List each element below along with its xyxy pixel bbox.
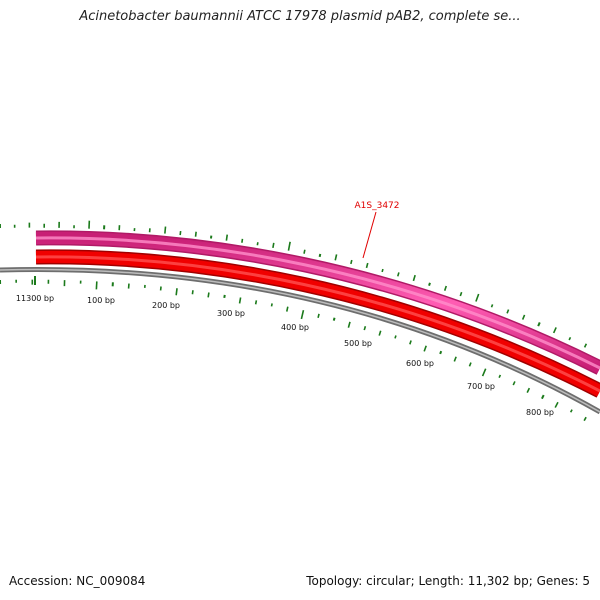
scale-axis: 11300 bp 100 bp 200 bp 300 bp 400 bp 500… <box>16 276 554 417</box>
gc-tick <box>468 362 472 367</box>
gc-tick <box>164 226 167 234</box>
gc-tick <box>254 300 258 305</box>
gc-content-ticks <box>0 220 588 422</box>
map-title: Acinetobacter baumannii ATCC 17978 plasm… <box>79 9 521 24</box>
gc-tick <box>475 293 480 302</box>
outer-gene-track-highlight <box>35 236 600 370</box>
gc-tick <box>443 285 448 291</box>
gc-tick <box>439 350 443 355</box>
gc-tick <box>347 321 351 328</box>
scale-label-600: 600 bp <box>406 359 434 368</box>
inner-gene-track-highlight <box>35 255 600 393</box>
gc-tick <box>506 309 510 314</box>
scale-label-800: 800 bp <box>526 408 554 417</box>
scale-label-300: 300 bp <box>217 309 245 318</box>
gc-tick <box>238 297 242 304</box>
scale-label-200: 200 bp <box>152 301 180 310</box>
gc-tick <box>554 401 559 408</box>
gc-tick <box>317 313 320 318</box>
gc-tick <box>397 272 400 277</box>
gc-tick <box>459 291 463 297</box>
gc-tick <box>428 282 431 286</box>
gc-tick <box>381 268 384 273</box>
gc-tick <box>191 290 194 295</box>
gc-tick <box>583 343 588 348</box>
gc-tick <box>568 336 572 341</box>
gc-tick <box>453 356 457 362</box>
scale-label-100: 100 bp <box>87 296 115 305</box>
scale-label-500: 500 bp <box>344 339 372 348</box>
gc-tick <box>194 231 197 237</box>
gc-tick <box>541 394 545 400</box>
gc-tick <box>285 306 289 312</box>
gc-tick <box>481 368 487 377</box>
backbone-highlight <box>0 268 600 413</box>
gc-tick <box>318 253 322 258</box>
scale-label-400: 400 bp <box>281 323 309 332</box>
gc-tick <box>521 314 526 320</box>
gene-label-a1s-3472[interactable]: A1S_3472 <box>355 201 400 211</box>
gc-tick <box>490 304 494 308</box>
scale-label-11300: 11300 bp <box>16 294 54 303</box>
gc-tick <box>394 335 397 339</box>
gc-tick <box>287 241 291 251</box>
gc-tick <box>365 262 369 269</box>
gc-tick <box>350 259 353 265</box>
gc-tick <box>270 303 273 307</box>
accession-text: Accession: NC_009084 <box>9 574 146 588</box>
gc-tick <box>272 242 275 248</box>
gc-tick <box>207 292 210 298</box>
gc-tick <box>512 381 516 386</box>
gc-tick <box>498 374 502 378</box>
gc-tick <box>363 326 367 331</box>
gc-tick <box>334 254 338 261</box>
summary-text: Topology: circular; Length: 11,302 bp; G… <box>306 574 590 588</box>
gc-tick <box>225 234 229 241</box>
gene-label-leader <box>362 211 377 259</box>
gc-tick <box>241 238 244 243</box>
gc-tick <box>412 274 416 282</box>
gc-tick <box>409 340 412 345</box>
gc-tick <box>526 387 531 393</box>
gc-tick <box>300 309 305 320</box>
gc-tick <box>569 409 573 413</box>
gc-tick <box>378 330 382 336</box>
gc-tick <box>175 288 178 296</box>
scale-label-700: 700 bp <box>467 382 495 391</box>
gc-tick <box>583 416 587 422</box>
gc-tick <box>537 322 541 327</box>
gc-tick <box>303 249 306 254</box>
gc-tick <box>552 327 557 334</box>
gc-tick <box>332 317 336 321</box>
gc-tick <box>423 345 427 352</box>
